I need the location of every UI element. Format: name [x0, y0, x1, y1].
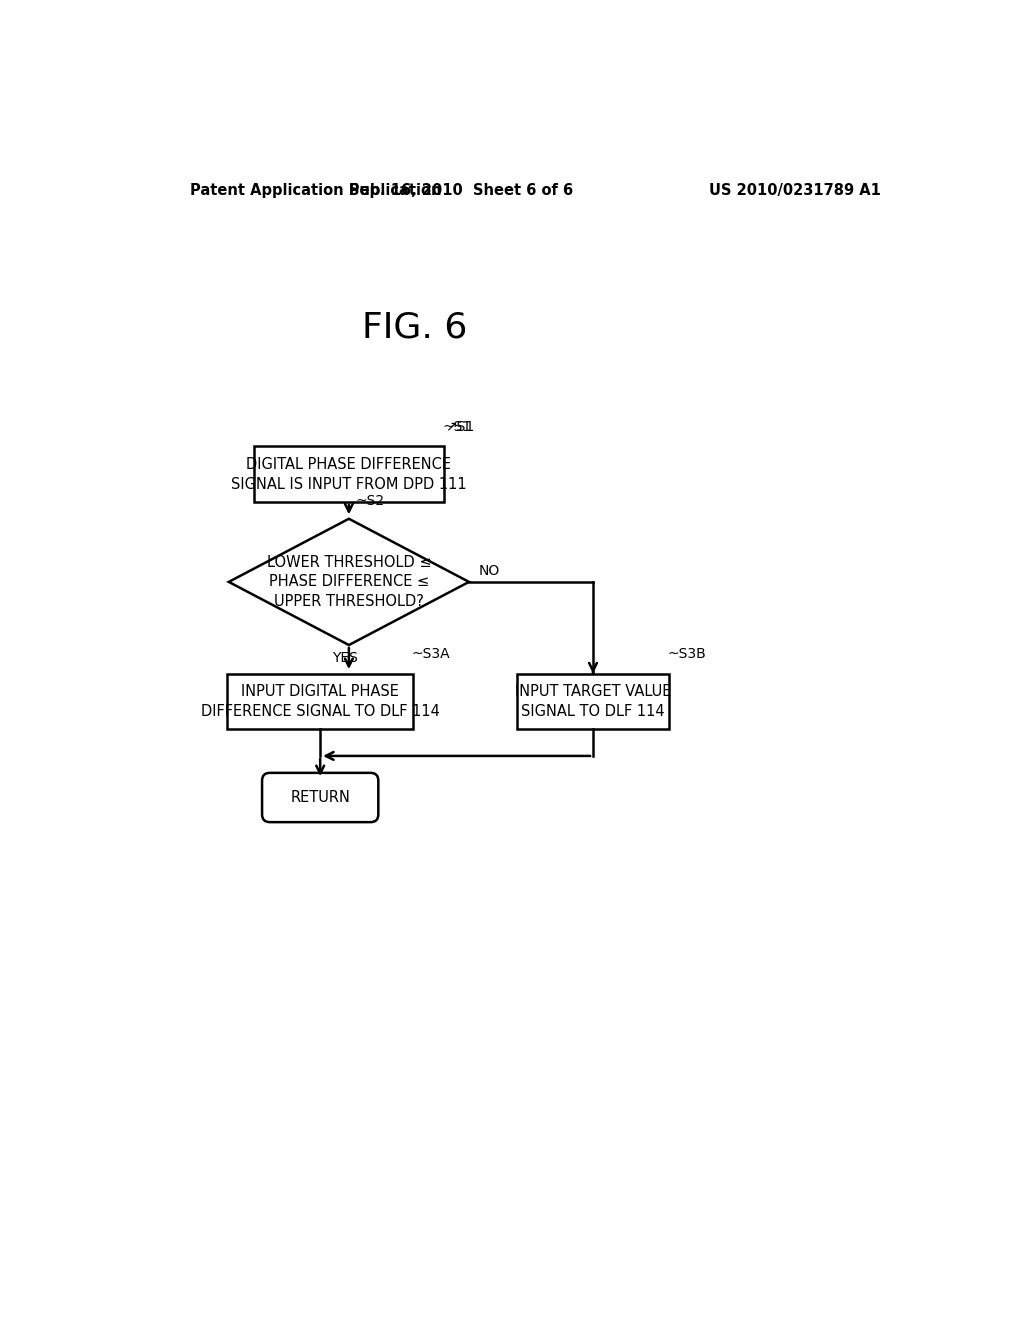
- Text: LOWER THRESHOLD ≤
PHASE DIFFERENCE ≤
UPPER THRESHOLD?: LOWER THRESHOLD ≤ PHASE DIFFERENCE ≤ UPP…: [266, 554, 431, 610]
- Text: ~S3A: ~S3A: [412, 647, 451, 661]
- Text: ~S1: ~S1: [442, 420, 471, 434]
- Text: Sep. 16, 2010  Sheet 6 of 6: Sep. 16, 2010 Sheet 6 of 6: [349, 183, 573, 198]
- FancyBboxPatch shape: [227, 673, 414, 729]
- Text: DIGITAL PHASE DIFFERENCE
SIGNAL IS INPUT FROM DPD 111: DIGITAL PHASE DIFFERENCE SIGNAL IS INPUT…: [231, 457, 467, 491]
- Text: ↗S1: ↗S1: [445, 420, 474, 434]
- FancyBboxPatch shape: [262, 774, 378, 822]
- Text: INPUT TARGET VALUE
SIGNAL TO DLF 114: INPUT TARGET VALUE SIGNAL TO DLF 114: [515, 684, 671, 718]
- Text: YES: YES: [332, 651, 358, 665]
- FancyBboxPatch shape: [517, 673, 669, 729]
- Polygon shape: [228, 519, 469, 645]
- Text: Patent Application Publication: Patent Application Publication: [190, 183, 441, 198]
- Text: FIG. 6: FIG. 6: [362, 310, 467, 345]
- Text: RETURN: RETURN: [290, 789, 350, 805]
- Text: ~S2: ~S2: [355, 494, 384, 508]
- FancyBboxPatch shape: [254, 446, 443, 502]
- Text: ~S3B: ~S3B: [667, 647, 706, 661]
- Text: NO: NO: [478, 564, 500, 578]
- Text: INPUT DIGITAL PHASE
DIFFERENCE SIGNAL TO DLF 114: INPUT DIGITAL PHASE DIFFERENCE SIGNAL TO…: [201, 684, 439, 718]
- Text: US 2010/0231789 A1: US 2010/0231789 A1: [710, 183, 881, 198]
